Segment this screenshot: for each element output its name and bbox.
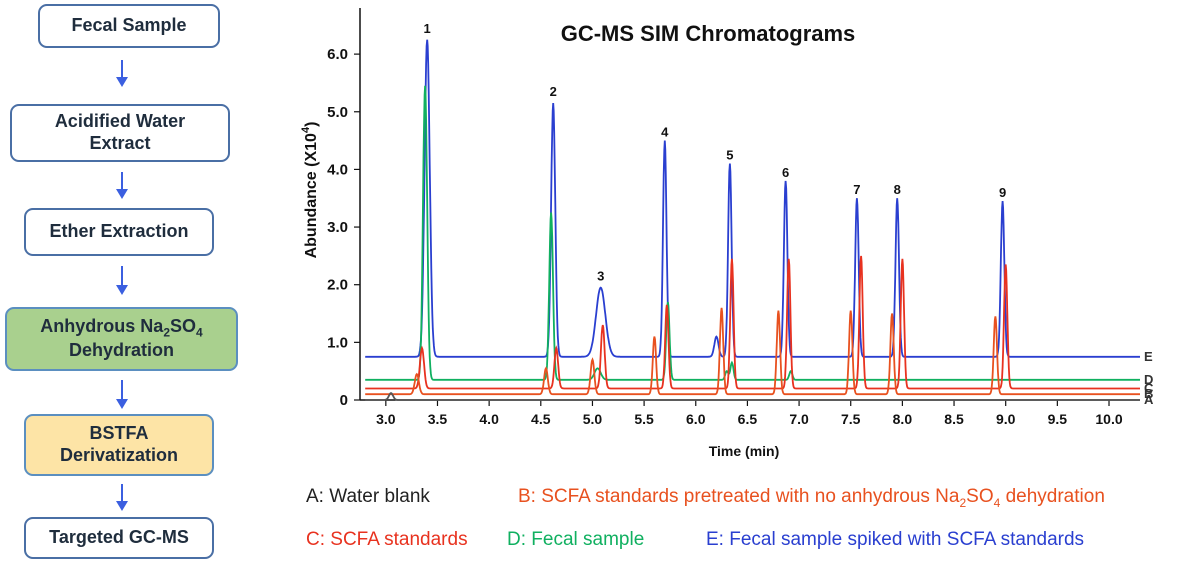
peak-label: 4 [661,125,669,140]
peak-label: 5 [726,148,733,163]
series-line-E [365,39,1140,358]
series-label-E: E [1144,349,1153,364]
step-label: Ether Extraction [49,221,189,242]
series-line-C [365,255,1140,390]
step-label-line2: Extract [89,133,151,153]
chart-axes: 0 1.0 2.0 3.0 4.0 5.0 6.0 3.0 3.5 4.0 4.5 5.0 5.5 6.0… [327,8,1140,427]
y-tick-label: 3.0 [327,219,348,236]
step-fecal-sample: Fecal Sample [38,4,220,48]
step-ether-extraction: Ether Extraction [24,208,214,256]
chart-title: GC-MS SIM Chromatograms [561,21,856,46]
legend-item-c: C: SCFA standards [306,529,468,550]
series-label-C: C [1144,380,1154,395]
x-tick-label: 3.0 [376,411,396,427]
series-line-D [365,85,1140,381]
legend-item-b: B: SCFA standards pretreated with no anh… [518,486,1105,510]
legend-item-a: A: Water blank [306,486,430,507]
x-tick-label: 3.5 [428,411,448,427]
series-label-A: A [1144,392,1154,407]
step-targeted-gcms: Targeted GC-MS [24,517,214,559]
peak-label: 1 [424,21,431,36]
arrow-down-icon [116,380,128,409]
peak-label: 6 [782,165,789,180]
arrow-down-icon [116,484,128,511]
y-tick-label: 4.0 [327,161,348,178]
step-acidified-water-extract: Acidified Water Extract [10,104,230,162]
series-line-A [365,392,1140,401]
step-label: Targeted GC-MS [49,527,189,548]
x-tick-label: 4.0 [479,411,499,427]
legend-item-d: D: Fecal sample [507,529,645,550]
y-tick-label: 2.0 [327,277,348,294]
y-tick-label: 0 [340,392,348,409]
arrow-down-icon [116,266,128,295]
x-tick-label: 5.5 [634,411,654,427]
x-tick-label: 8.0 [893,411,913,427]
y-tick-label: 1.0 [327,334,348,351]
step-label-line1: Acidified Water [54,111,186,132]
step-bstfa-derivatization: BSTFA Derivatization [24,414,214,476]
chromatogram-chart: GC-MS SIM Chromatograms 0 1.0 2.0 3.0 4.0 5.0… [300,8,1154,459]
peak-label: 2 [550,84,557,99]
x-tick-label: 8.5 [944,411,964,427]
x-tick-label: 7.5 [841,411,861,427]
y-tick-label: 6.0 [327,46,348,63]
peak-label: 9 [999,185,1006,200]
peak-label: 8 [894,182,901,197]
legend-item-e: E: Fecal sample spiked with SCFA standar… [706,529,1085,550]
x-tick-label: 4.5 [531,411,551,427]
x-tick-label: 10.0 [1095,411,1122,427]
x-tick-label: 6.0 [686,411,706,427]
x-tick-label: 5.0 [583,411,603,427]
x-tick-label: 9.0 [996,411,1016,427]
series-label-D: D [1144,372,1153,387]
x-tick-label: 6.5 [738,411,758,427]
series-line-B [365,307,1140,396]
peak-labels: 1 2 3 4 5 6 7 8 9 [424,21,1007,284]
workflow-flowchart: Fecal Sample Acidified Water Extract Eth… [0,0,250,566]
step-anhydrous-dehydration: Anhydrous Na2SO4 Dehydration [5,307,238,371]
peak-label: 3 [597,269,604,284]
x-axis-label: Time (min) [709,443,780,459]
peak-label: 7 [853,182,860,197]
arrow-down-icon [116,172,128,199]
x-tick-label: 9.5 [1048,411,1068,427]
x-tick-label: 7.0 [789,411,809,427]
arrow-down-icon [116,60,128,87]
y-tick-label: 5.0 [327,104,348,121]
step-label: Fecal Sample [71,15,187,36]
series-label-B: B [1144,386,1153,401]
y-axis-label: Abundance (X104) [300,122,320,259]
